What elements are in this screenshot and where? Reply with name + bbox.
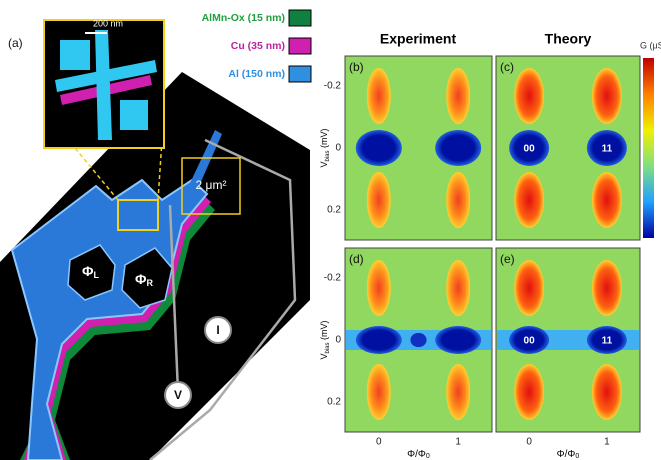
gap [356,326,402,354]
state-label: 00 [524,336,536,347]
y-tick-label: -0.2 [324,81,342,92]
column-title: Experiment [380,31,457,47]
panel-label: (c) [500,60,514,74]
y-tick-label: -0.2 [324,273,342,284]
peak [446,260,470,316]
peak [367,364,391,420]
gap [435,130,481,166]
y-axis-label: Vbias (mV) [319,320,330,359]
layer-swatch [289,10,311,26]
layer-swatch [289,66,311,82]
x-tick-label: 0 [376,437,382,448]
layer-swatch [289,38,311,54]
gap [435,326,481,354]
x-axis-label-sub: 0 [575,453,579,460]
gap [411,333,427,347]
peak [514,260,544,316]
state-label: 11 [602,144,613,155]
peak [514,364,544,420]
y-axis-label-unit: (mV) [319,320,329,342]
inset-pad [120,100,148,130]
y-axis-label-unit: (mV) [319,128,329,150]
x-tick-label: 1 [604,437,610,448]
layer-label: Al (150 nm) [228,68,285,80]
area-label: 2 μm² [196,178,227,192]
peak [367,260,391,316]
panel-label: (d) [349,252,364,266]
peak [367,68,391,124]
y-tick-label: 0.2 [327,205,341,216]
layer-label: Cu (35 nm) [231,40,285,52]
y-tick-label: 0.2 [327,397,341,408]
peak [446,68,470,124]
x-axis-label: Φ/Φ0 [407,449,430,460]
state-label: 00 [524,144,536,155]
peak [592,172,622,228]
gap [356,130,402,166]
x-axis-label-sub: 0 [426,453,430,460]
voltage-symbol: V [174,388,182,402]
colorbar-label: G (μS [640,40,661,50]
y-axis-label-sub: bias [325,150,331,161]
colorbar [643,58,654,238]
x-axis-label-base: Φ/Φ [557,449,576,460]
panel-label: (e) [500,252,515,266]
column-title: Theory [545,31,592,47]
peak [367,172,391,228]
scale-bar-label: 200 nm [93,18,123,28]
figure: I V 200 nm 2 μm² ΦL ΦR (a) AlMn-Ox (15 n… [0,0,661,460]
x-axis-label-base: Φ/Φ [407,449,426,460]
x-tick-label: 1 [455,437,461,448]
peak [592,364,622,420]
layer-label: AlMn-Ox (15 nm) [202,12,285,24]
peak [446,364,470,420]
peak [592,260,622,316]
x-tick-label: 0 [526,437,532,448]
peak [446,172,470,228]
y-axis-label: Vbias (mV) [319,128,330,167]
state-label: 11 [602,336,613,347]
peak [514,68,544,124]
peak [514,172,544,228]
panel-label: (b) [349,60,364,74]
peak [592,68,622,124]
panel-label: (a) [8,36,23,50]
x-axis-label: Φ/Φ0 [557,449,580,460]
y-tick-label: 0 [335,143,341,154]
y-tick-label: 0 [335,335,341,346]
y-axis-label-sub: bias [325,342,331,353]
device-panel: I V 200 nm 2 μm² ΦL ΦR (a) AlMn-Ox (15 n… [0,10,311,460]
inset-pad [60,40,90,70]
current-symbol: I [216,323,219,337]
